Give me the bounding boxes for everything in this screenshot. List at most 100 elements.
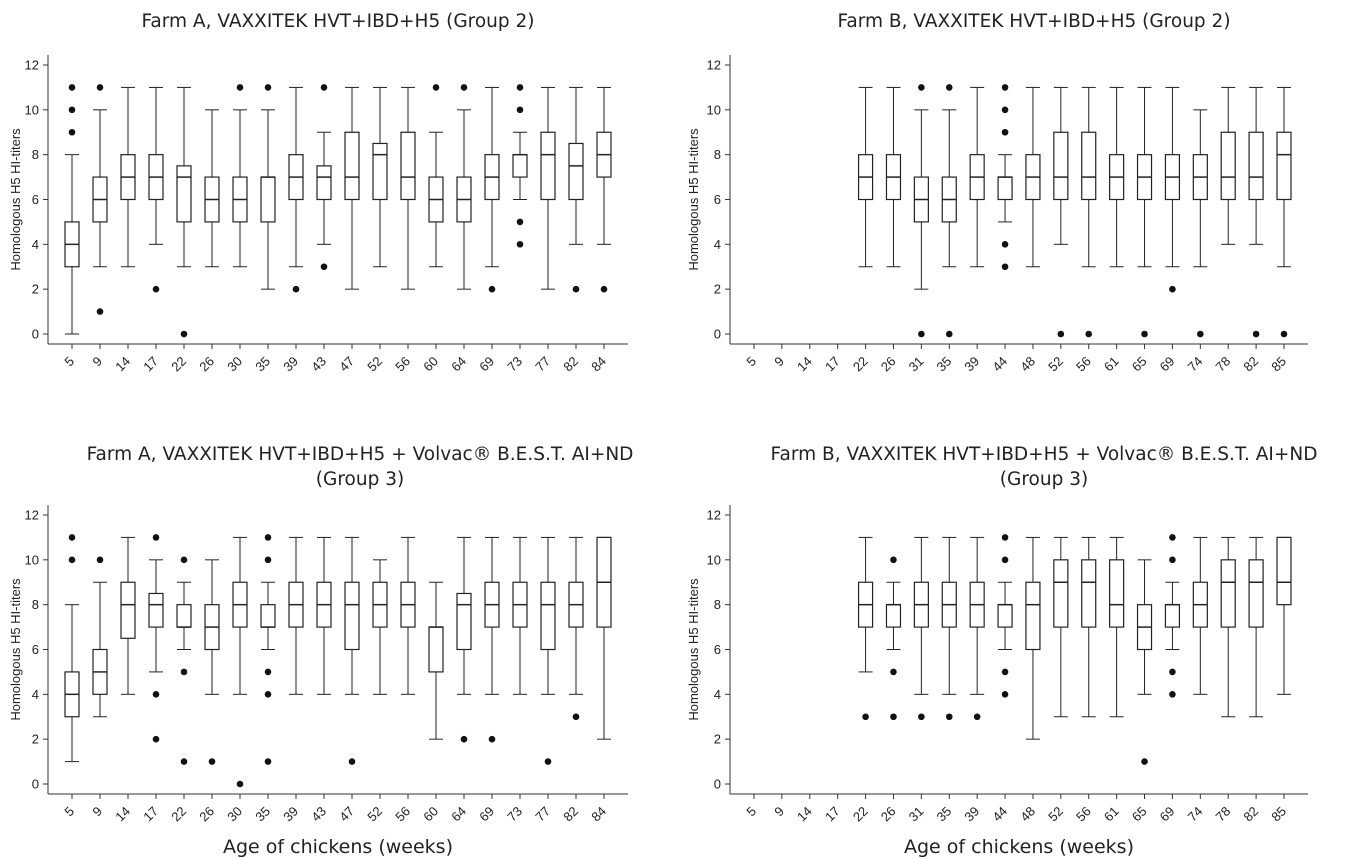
outlier-point <box>1057 330 1065 338</box>
x-tick-label: 17 <box>140 354 161 375</box>
outlier-point <box>918 330 925 338</box>
iqr-box <box>1109 559 1125 628</box>
x-tick-label: 35 <box>252 804 273 825</box>
boxplot-52 <box>372 559 388 695</box>
boxplot-77 <box>540 536 556 765</box>
y-tick-label: 10 <box>707 552 721 567</box>
boxplot-26 <box>885 86 902 268</box>
x-tick-label: 9 <box>771 354 787 370</box>
boxplot-65 <box>1136 559 1153 765</box>
boxplot-85 <box>1276 536 1292 695</box>
outlier-point <box>1001 691 1009 698</box>
boxplot-56 <box>1081 536 1097 718</box>
x-tick-label: 61 <box>1101 804 1122 825</box>
outlier-point <box>460 735 468 743</box>
x-tick-label: 60 <box>420 804 441 825</box>
x-tick-label: 82 <box>560 804 581 825</box>
boxplot-26 <box>204 109 220 268</box>
chart-panel-1: Farm A, VAXXITEK HVT+IBD+H5 (Group 2) 0 2 4… <box>8 11 628 374</box>
outlier-point <box>264 84 272 91</box>
boxplot-22 <box>857 86 874 268</box>
y-tick-label: 2 <box>32 732 39 747</box>
y-tick-label: 8 <box>32 147 39 162</box>
outlier-point <box>516 84 524 91</box>
boxplot-35 <box>260 534 276 765</box>
boxplot-43 <box>316 84 332 271</box>
x-tick-label: 65 <box>1129 354 1150 375</box>
x-axis-label: Age of chickens (weeks) <box>904 836 1134 858</box>
iqr-box <box>316 165 332 201</box>
outlier-point <box>432 84 440 91</box>
iqr-box <box>260 176 276 223</box>
outlier-point <box>264 758 272 765</box>
boxplot-82 <box>568 536 584 721</box>
chart-title: Farm A, VAXXITEK HVT+IBD+H5 (Group 2) <box>141 11 534 32</box>
x-tick-label: 9 <box>89 804 105 820</box>
y-tick-label: 6 <box>714 192 721 207</box>
y-tick-label: 0 <box>32 777 39 792</box>
boxplot-14 <box>120 86 136 268</box>
iqr-box <box>120 581 136 639</box>
outlier-point <box>544 758 552 765</box>
boxplot-39 <box>969 86 985 268</box>
iqr-box <box>512 154 528 178</box>
chart-title-line2: (Group 3) <box>1000 469 1088 490</box>
boxplot-43 <box>316 536 332 695</box>
iqr-box <box>1248 559 1264 628</box>
boxplot-44 <box>997 534 1013 698</box>
iqr-box <box>540 131 556 201</box>
y-tick-label: 10 <box>707 102 721 117</box>
x-tick-label: 69 <box>476 354 497 375</box>
iqr-box <box>997 604 1013 628</box>
y-tick-label: 2 <box>32 282 39 297</box>
y-tick-label: 12 <box>707 58 721 73</box>
x-tick-label: 14 <box>112 804 133 825</box>
outlier-point <box>1141 330 1148 338</box>
x-tick-label: 84 <box>588 804 609 825</box>
boxplot-65 <box>1136 86 1153 338</box>
y-tick-label: 0 <box>32 327 39 342</box>
outlier-point <box>890 713 897 721</box>
x-tick-label: 17 <box>140 804 161 825</box>
x-tick-label: 48 <box>1017 804 1038 825</box>
chart-title: Farm B, VAXXITEK HVT+IBD+H5 + Volvac® B.… <box>771 444 1318 465</box>
boxplot-73 <box>512 84 528 248</box>
x-tick-label: 77 <box>532 354 553 375</box>
outlier-point <box>96 84 104 91</box>
y-axis-label: Homologous H5 HI-titers <box>686 128 701 271</box>
x-tick-label: 5 <box>61 804 77 820</box>
x-tick-label: 56 <box>392 804 413 825</box>
iqr-box <box>568 142 584 201</box>
boxplot-39 <box>288 86 304 293</box>
x-tick-label: 17 <box>822 354 843 375</box>
boxplot-22 <box>176 86 192 338</box>
x-tick-label: 17 <box>822 804 843 825</box>
x-tick-label: 26 <box>878 354 899 375</box>
iqr-box <box>176 604 192 628</box>
boxplot-5 <box>64 84 80 335</box>
boxplot-56 <box>1081 86 1097 338</box>
iqr-box <box>344 581 360 651</box>
outlier-point <box>918 84 925 91</box>
boxplot-69 <box>484 536 500 743</box>
x-tick-label: 73 <box>504 804 525 825</box>
y-tick-label: 12 <box>25 58 39 73</box>
x-tick-label: 78 <box>1212 354 1233 375</box>
boxplot-39 <box>288 536 304 695</box>
boxplot-30 <box>232 536 248 788</box>
chart-panel-4: Farm B, VAXXITEK HVT+IBD+H5 + Volvac® B.… <box>686 444 1317 858</box>
outlier-point <box>1141 758 1148 765</box>
boxplot-60 <box>428 84 444 268</box>
chart-panel-3: Farm A, VAXXITEK HVT+IBD+H5 + Volvac® B.… <box>8 444 633 858</box>
x-tick-label: 82 <box>1240 804 1261 825</box>
x-tick-label: 44 <box>989 354 1010 375</box>
y-tick-label: 10 <box>25 552 39 567</box>
chart-title-line2: (Group 3) <box>316 469 404 490</box>
x-tick-label: 30 <box>224 804 245 825</box>
outlier-point <box>236 84 244 91</box>
outlier-point <box>180 758 188 765</box>
x-tick-label: 78 <box>1212 804 1233 825</box>
x-tick-label: 39 <box>961 804 982 825</box>
x-tick-label: 52 <box>1045 354 1066 375</box>
y-tick-label: 8 <box>714 597 721 612</box>
